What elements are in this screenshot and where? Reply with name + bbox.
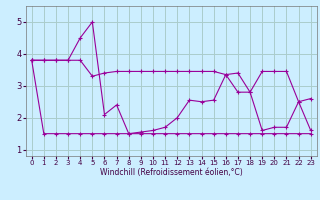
X-axis label: Windchill (Refroidissement éolien,°C): Windchill (Refroidissement éolien,°C): [100, 168, 243, 177]
